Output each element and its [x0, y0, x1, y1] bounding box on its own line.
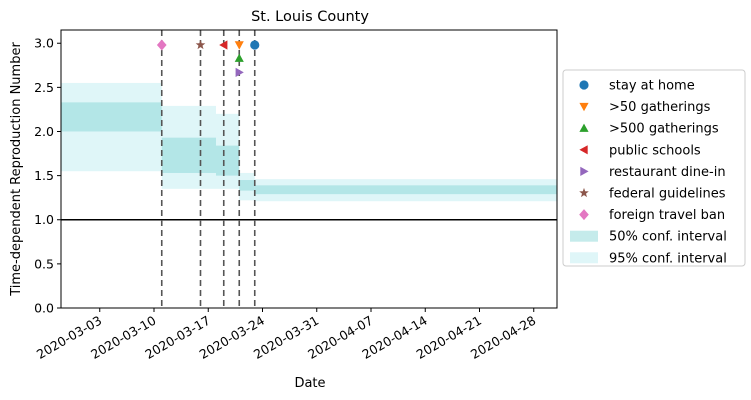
legend-label-5: federal guidelines — [609, 187, 726, 202]
intervention-marker-3 — [219, 40, 228, 50]
x-axis-ticks: 2020-03-032020-03-102020-03-172020-03-24… — [34, 308, 538, 362]
intervention-marker-5 — [195, 39, 206, 50]
legend-marker-6 — [579, 209, 589, 221]
ci50-band-4 — [254, 185, 557, 195]
ci95-band-3 — [239, 172, 255, 201]
intervention-marker-2 — [234, 53, 244, 62]
legend-marker-4 — [580, 166, 589, 176]
legend-label-1: >50 gatherings — [609, 100, 711, 115]
ci50-band-1 — [161, 137, 216, 173]
legend: stay at home >50 gatherings >500 gathering… — [562, 69, 746, 267]
plot-frame — [60, 29, 558, 309]
ci95-band-0 — [61, 82, 162, 172]
legend-label-7: 50% conf. interval — [609, 230, 727, 245]
y-tick-label-3: 1.5 — [34, 168, 54, 183]
confidence-bands — [61, 82, 557, 202]
intervention-lines — [160, 30, 256, 308]
legend-marker-1 — [579, 102, 589, 112]
y-axis-ticks: 0.0 0.5 1.0 1.5 2.0 2.5 3.0 — [34, 36, 61, 316]
legend-label-0: stay at home — [609, 79, 695, 94]
x-axis-label: Date — [294, 376, 325, 391]
legend-marker-2 — [579, 123, 589, 132]
legend-marker-0 — [579, 80, 589, 90]
ci95-band-1 — [161, 105, 216, 189]
y-tick-label-2: 1.0 — [34, 212, 54, 227]
legend-label-3: public schools — [609, 143, 701, 158]
ci50-band-0 — [61, 102, 162, 132]
y-axis-label: Time-dependent Reproduction Number — [9, 42, 24, 297]
legend-label-4: restaurant dine-in — [609, 165, 726, 180]
legend-items: stay at home >50 gatherings >500 gathering… — [570, 79, 727, 266]
intervention-marker-4 — [235, 67, 244, 77]
legend-marker-5 — [579, 187, 589, 198]
legend-label-6: foreign travel ban — [609, 208, 725, 223]
chart-title: St. Louis County — [251, 9, 369, 25]
ci95-band-2 — [216, 113, 240, 189]
legend-patch-8 — [570, 252, 598, 264]
legend-patch-7 — [570, 230, 598, 242]
intervention-marker-0 — [250, 40, 260, 50]
y-tick-label-6: 3.0 — [34, 36, 54, 51]
intervention-marker-6 — [156, 39, 167, 51]
legend-label-8: 95% conf. interval — [609, 251, 727, 266]
y-tick-label-5: 2.5 — [34, 80, 54, 95]
y-tick-label-4: 2.0 — [34, 124, 54, 139]
legend-label-2: >500 gatherings — [609, 122, 719, 137]
y-tick-label-1: 0.5 — [34, 256, 54, 271]
y-tick-label-0: 0.0 — [34, 301, 54, 316]
legend-marker-3 — [579, 145, 588, 155]
ci95-band-4 — [254, 179, 557, 202]
ci50-band-2 — [216, 145, 240, 176]
intervention-marker-1 — [234, 41, 244, 50]
legend-frame — [562, 69, 746, 267]
ci50-band-3 — [239, 180, 255, 191]
intervention-markers — [156, 39, 260, 77]
